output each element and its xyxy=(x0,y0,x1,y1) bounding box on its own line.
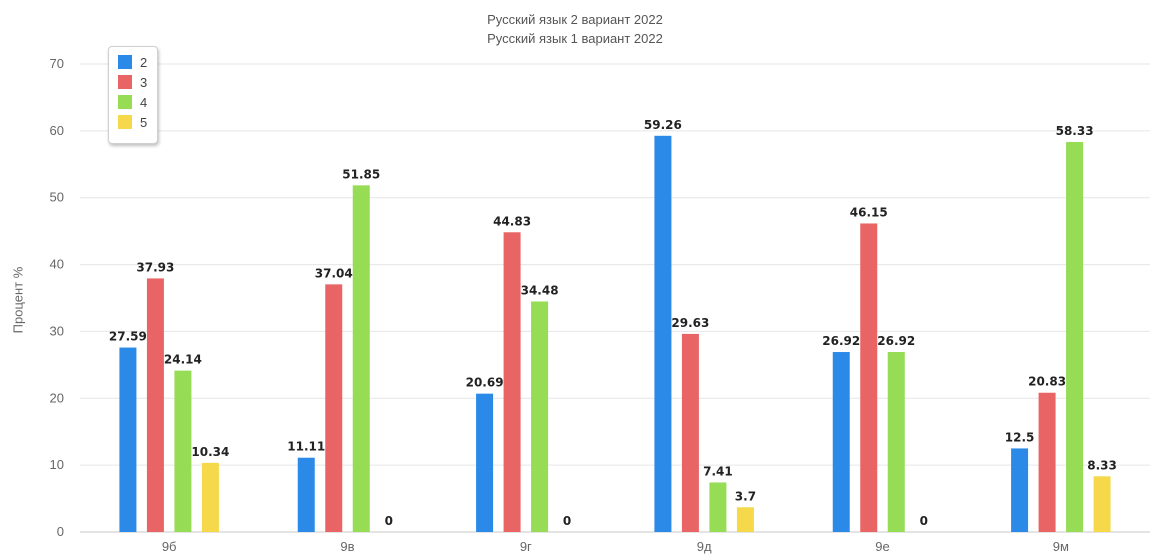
bar xyxy=(297,457,315,532)
bar xyxy=(503,232,521,533)
legend-item-series-3[interactable]: 4 xyxy=(118,92,157,112)
legend-label: 3 xyxy=(140,74,148,90)
legend-label: 2 xyxy=(140,54,148,70)
bar xyxy=(887,352,905,532)
y-tick-label: 70 xyxy=(50,56,64,71)
bar xyxy=(736,507,754,532)
legend-swatch xyxy=(118,115,132,129)
data-label: 0 xyxy=(920,514,928,528)
y-tick-label: 50 xyxy=(50,190,64,205)
bar xyxy=(174,370,192,532)
data-label: 59.26 xyxy=(644,118,682,132)
legend-swatch xyxy=(118,75,132,89)
bar xyxy=(325,284,343,532)
bar xyxy=(476,393,494,532)
data-label: 8.33 xyxy=(1087,458,1117,472)
data-label: 20.83 xyxy=(1028,375,1066,389)
data-label: 7.41 xyxy=(703,464,733,478)
data-label: 12.5 xyxy=(1005,430,1035,444)
legend-item-series-2[interactable]: 3 xyxy=(118,72,157,92)
bar xyxy=(201,462,219,532)
legend-label: 4 xyxy=(140,94,148,110)
x-tick-label: 9б xyxy=(162,539,177,554)
bar xyxy=(654,135,672,532)
y-tick-label: 60 xyxy=(50,123,64,138)
x-tick-label: 9е xyxy=(875,539,889,554)
x-tick-label: 9г xyxy=(520,539,532,554)
bar xyxy=(1093,476,1111,532)
legend-item-series-4[interactable]: 5 xyxy=(118,112,157,132)
data-label: 26.92 xyxy=(822,334,860,348)
data-label: 0 xyxy=(563,514,571,528)
data-label: 58.33 xyxy=(1056,124,1094,138)
data-label: 0 xyxy=(385,514,393,528)
bar xyxy=(352,185,370,533)
legend-label: 5 xyxy=(140,114,148,130)
bar xyxy=(1038,392,1056,532)
data-label: 37.93 xyxy=(136,260,174,274)
bar xyxy=(531,301,549,532)
data-label: 3.7 xyxy=(735,489,756,503)
y-tick-label: 0 xyxy=(57,524,64,539)
data-label: 51.85 xyxy=(342,167,380,181)
bar xyxy=(832,352,850,532)
data-label: 29.63 xyxy=(671,316,709,330)
data-label: 26.92 xyxy=(877,334,915,348)
bar xyxy=(146,278,164,532)
bar xyxy=(860,223,878,532)
chart-title-line-1: Русский язык 2 вариант 2022 xyxy=(487,12,663,27)
bar xyxy=(709,482,727,532)
y-tick-label: 30 xyxy=(50,323,64,338)
bar xyxy=(681,333,699,532)
data-label: 34.48 xyxy=(521,283,559,297)
y-tick-label: 10 xyxy=(50,457,64,472)
y-tick-label: 40 xyxy=(50,257,64,272)
data-label: 37.04 xyxy=(315,266,353,280)
data-label: 44.83 xyxy=(493,214,531,228)
legend-swatch xyxy=(118,95,132,109)
data-label: 27.59 xyxy=(109,330,147,344)
data-label: 24.14 xyxy=(164,353,202,367)
legend: 2 3 4 5 xyxy=(108,46,158,144)
bar xyxy=(1011,448,1029,532)
x-tick-label: 9м xyxy=(1053,539,1069,554)
chart-title-line-2: Русский язык 1 вариант 2022 xyxy=(487,31,663,46)
legend-item-series-1[interactable]: 2 xyxy=(118,52,157,72)
y-tick-label: 20 xyxy=(50,390,64,405)
data-label: 20.69 xyxy=(466,376,504,390)
x-tick-label: 9д xyxy=(697,539,712,554)
bar xyxy=(119,347,137,532)
x-tick-label: 9в xyxy=(340,539,354,554)
bar xyxy=(1066,142,1084,533)
legend-swatch xyxy=(118,55,132,69)
data-label: 10.34 xyxy=(191,445,229,459)
data-label: 11.11 xyxy=(287,440,325,454)
data-label: 46.15 xyxy=(850,205,888,219)
